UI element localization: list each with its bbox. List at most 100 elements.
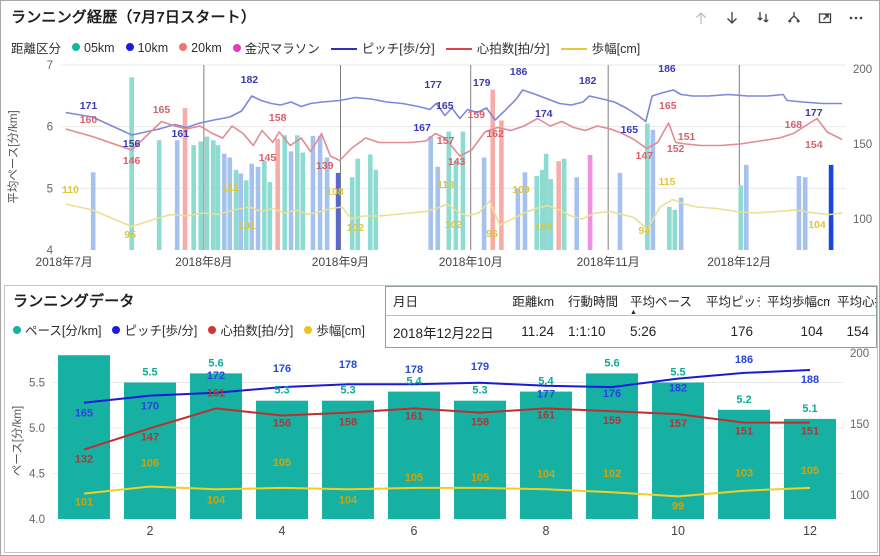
pace-bar[interactable] — [454, 400, 506, 519]
pace-bar[interactable] — [310, 135, 316, 250]
pace-bar[interactable] — [539, 169, 545, 250]
pace-bar[interactable] — [802, 177, 808, 250]
pace-bar[interactable] — [249, 163, 255, 250]
pace-bar[interactable] — [129, 77, 134, 250]
pace-bar[interactable] — [156, 140, 162, 250]
legend-item-05km[interactable]: 05km — [72, 41, 115, 55]
pace-bar[interactable] — [198, 141, 204, 250]
pace-bar[interactable] — [190, 373, 242, 519]
focus-mode-icon[interactable] — [816, 9, 834, 27]
pace-bar[interactable] — [58, 355, 110, 519]
pace-bar[interactable] — [796, 175, 802, 250]
pace-bar[interactable] — [221, 153, 227, 250]
pace-bar[interactable] — [561, 158, 567, 250]
expand-next-level-icon[interactable] — [754, 9, 772, 27]
legend-item-marathon[interactable]: 金沢マラソン — [232, 38, 320, 57]
pace-bar[interactable] — [262, 160, 267, 250]
pace-bar[interactable] — [744, 164, 749, 250]
pace-bar[interactable] — [738, 185, 744, 250]
pace-bar[interactable] — [784, 418, 836, 519]
pace-bar[interactable] — [191, 145, 196, 250]
pace-bar[interactable] — [556, 161, 561, 250]
pace-bar[interactable] — [388, 391, 440, 519]
column-header-distance[interactable]: 距離km — [512, 295, 554, 309]
pace-bar[interactable] — [650, 129, 656, 250]
pace-bar[interactable] — [645, 123, 650, 250]
pace-bar[interactable] — [652, 382, 704, 520]
pace-bar[interactable] — [543, 153, 549, 250]
pace-bar[interactable] — [275, 138, 280, 250]
pace-bar[interactable] — [446, 131, 452, 250]
pace-bar[interactable] — [678, 197, 684, 250]
pace-bar[interactable] — [373, 169, 379, 250]
pace-bar[interactable] — [672, 209, 678, 250]
pace-bar[interactable] — [227, 157, 233, 250]
pace-bar[interactable] — [367, 154, 373, 250]
pace-bar[interactable] — [322, 400, 374, 519]
pace-bar[interactable] — [267, 182, 273, 250]
table-row[interactable]: 2018年12月22日 11.24 1:1:10 5:26 176 104 15… — [386, 316, 876, 347]
legend-item-20km[interactable]: 20km — [179, 41, 222, 55]
pace-bar[interactable] — [124, 382, 176, 520]
pace-bar[interactable] — [355, 158, 361, 250]
pitch-line — [65, 89, 843, 136]
data-label: 96 — [486, 228, 498, 240]
legend-item-heartrate[interactable]: 心拍数[拍/分] — [208, 320, 293, 339]
pace-bar[interactable] — [667, 206, 672, 250]
pace-bar[interactable] — [520, 391, 572, 519]
pace-bar[interactable] — [294, 135, 300, 250]
legend-item-pitch[interactable]: ピッチ[歩/分] — [112, 320, 197, 339]
pace-bar[interactable] — [499, 120, 504, 250]
drill-down-icon[interactable] — [723, 9, 741, 27]
column-header-duration[interactable]: 行動時間 — [568, 295, 619, 309]
pace-bar[interactable] — [617, 172, 623, 250]
sort-ascending-icon[interactable]: ▲ — [630, 309, 637, 316]
legend-item-pitch[interactable]: ピッチ[歩/分] — [330, 38, 435, 57]
column-header-avg-pitch[interactable]: 平均ピッチ — [706, 295, 760, 309]
pace-bar[interactable] — [288, 151, 294, 250]
pace-bar[interactable] — [349, 177, 355, 250]
pace-bar[interactable] — [718, 409, 770, 519]
pace-bar[interactable] — [210, 140, 216, 250]
column-header-avg-heartrate[interactable]: 平均心拍数 — [837, 295, 876, 309]
pace-bar[interactable] — [255, 166, 261, 250]
pace-bar[interactable] — [182, 108, 188, 250]
running-data-chart[interactable]: 5.5 5.6 5.3 5.3 5.4 5.3 5.4 5.6 5.5 5.2 5.1 165 170 1… — [5, 346, 877, 546]
legend-item-10km[interactable]: 10km — [125, 41, 168, 55]
data-label: 186 — [658, 63, 676, 75]
pace-bar[interactable] — [215, 145, 221, 250]
legend-item-pace[interactable]: ペース[分/km] — [13, 320, 101, 339]
running-history-chart[interactable]: 2018年7月 2018年8月 2018年9月 2018年10月 2018年11月 201… — [1, 59, 879, 277]
pace-bar[interactable] — [522, 172, 528, 250]
column-header-avg-pace[interactable]: 平均ペース ▲ — [630, 295, 692, 316]
pace-bar[interactable] — [428, 135, 434, 250]
pace-bar[interactable] — [515, 188, 521, 250]
pace-bar[interactable] — [335, 172, 341, 250]
pace-bar[interactable] — [828, 164, 834, 250]
pace-bar[interactable] — [243, 180, 249, 250]
drill-mode-icon[interactable] — [785, 9, 803, 27]
pace-bar[interactable] — [534, 175, 540, 250]
legend-item-stride[interactable]: 歩幅[cm] — [304, 320, 365, 339]
pace-bar[interactable] — [204, 136, 210, 250]
pace-bar[interactable] — [548, 179, 554, 250]
pace-bar[interactable] — [324, 157, 330, 250]
pace-bar[interactable] — [574, 177, 580, 250]
pace-bar[interactable] — [238, 173, 244, 250]
pace-bar[interactable] — [317, 135, 323, 250]
pace-bar[interactable] — [300, 152, 306, 250]
pace-bar[interactable] — [460, 131, 466, 250]
pace-bar[interactable] — [490, 89, 496, 250]
legend-item-stride[interactable]: 歩幅[cm] — [560, 38, 640, 57]
legend-item-heartrate[interactable]: 心拍数[拍/分] — [445, 38, 550, 57]
pace-bar[interactable] — [282, 135, 288, 250]
column-header-date[interactable]: 月日 — [393, 295, 419, 309]
pace-bar[interactable] — [481, 157, 487, 250]
pace-bar[interactable] — [174, 140, 180, 250]
pace-bar[interactable] — [453, 160, 459, 250]
more-options-icon[interactable] — [847, 9, 865, 27]
pace-bar[interactable] — [256, 400, 308, 519]
pace-bar[interactable] — [586, 373, 638, 519]
column-header-avg-stride[interactable]: 平均歩幅cm — [767, 295, 830, 309]
pace-bar[interactable] — [587, 155, 593, 250]
